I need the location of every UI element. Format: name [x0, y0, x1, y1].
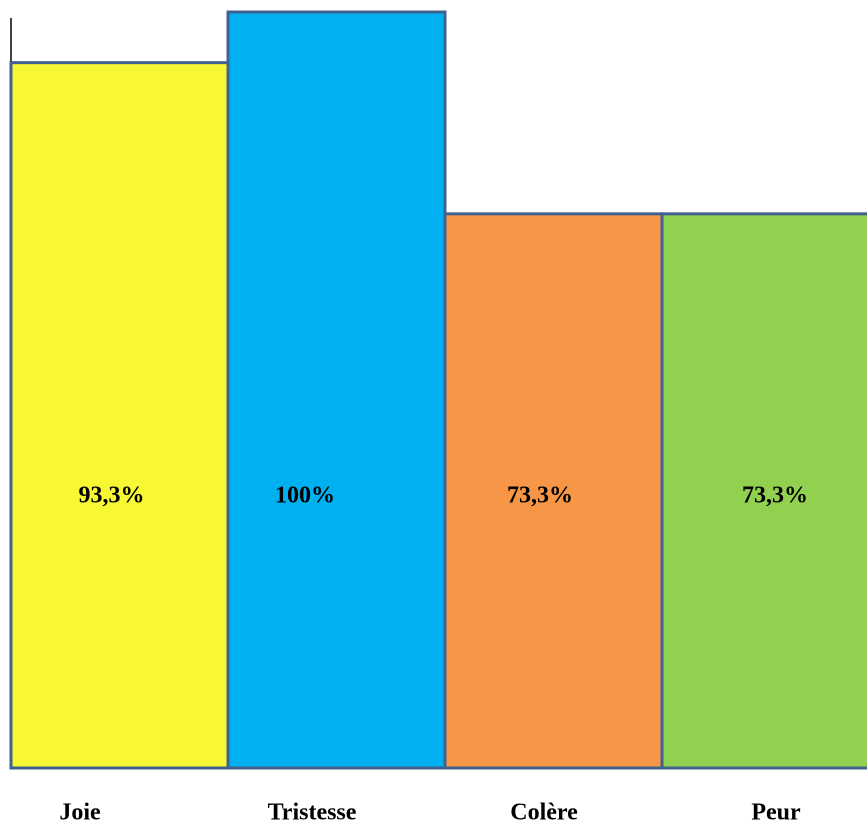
bar — [9, 61, 230, 770]
value-label: 73,3% — [742, 483, 808, 509]
value-label: 100% — [275, 483, 335, 509]
value-label: 73,3% — [507, 483, 573, 509]
bar — [226, 10, 447, 770]
x-tick-label: Colère — [510, 800, 578, 826]
x-tick-label: Joie — [59, 800, 101, 826]
x-tick-label: Peur — [751, 800, 801, 826]
x-tick-label: Tristesse — [268, 800, 357, 826]
bar — [660, 212, 867, 770]
value-label: 93,3% — [79, 483, 145, 509]
bar — [443, 212, 664, 770]
